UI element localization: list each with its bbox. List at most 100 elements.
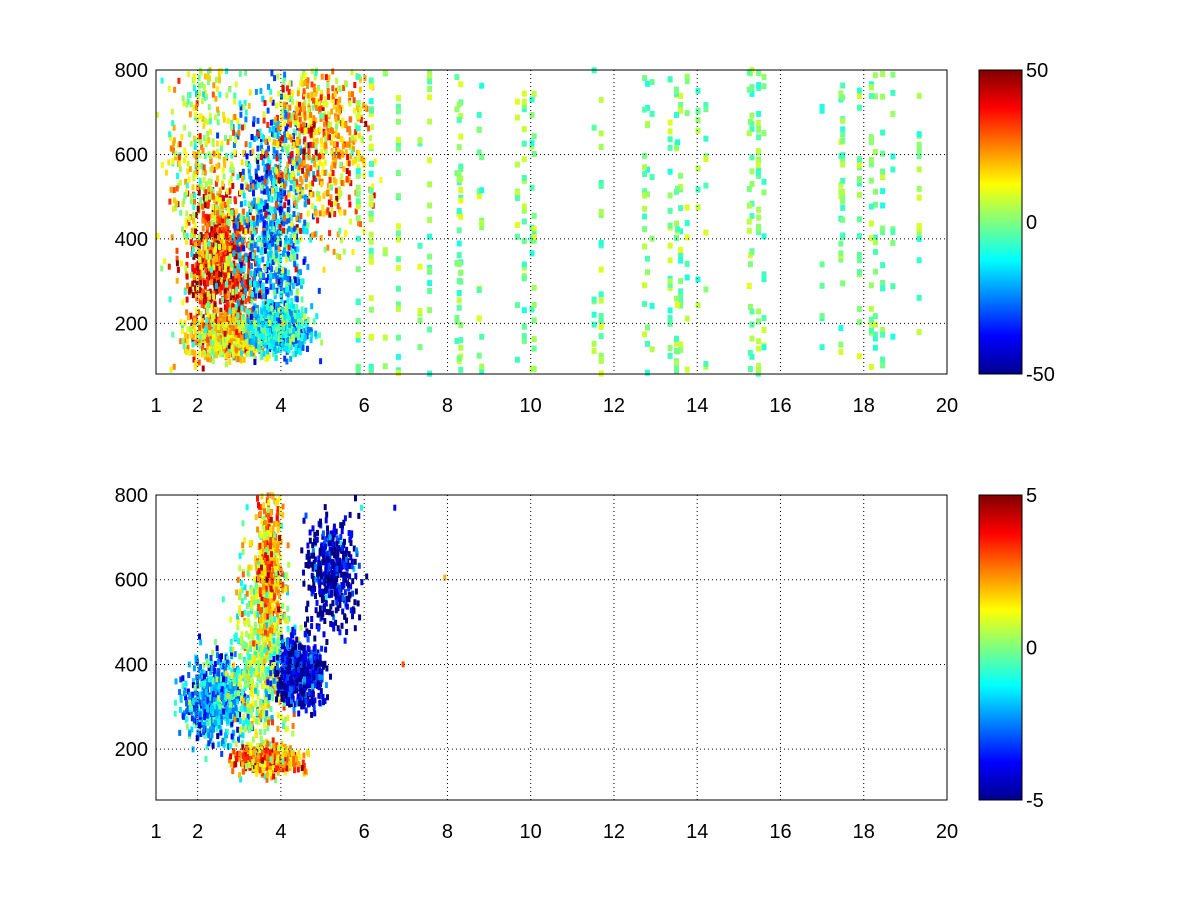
heatmap-cell (185, 723, 189, 730)
heatmap-cell (476, 287, 482, 294)
heatmap-cell (880, 173, 886, 180)
heatmap-cell (312, 138, 316, 145)
heatmap-cell (293, 316, 297, 323)
heatmap-cell (264, 173, 268, 180)
heatmap-cell (232, 142, 236, 148)
heatmap-cell (359, 221, 362, 228)
heatmap-cell (256, 131, 260, 137)
heatmap-cell (296, 187, 300, 193)
heatmap-cell (234, 324, 238, 331)
heatmap-cell (175, 200, 179, 207)
heatmap-cell (219, 248, 223, 255)
heatmap-cell (211, 259, 215, 266)
heatmap-cell (856, 305, 862, 312)
heatmap-cell (427, 326, 433, 333)
heatmap-cell (240, 305, 244, 312)
x-tick-label: 1 (150, 395, 161, 417)
heatmap-cell (318, 174, 321, 181)
heatmap-cell (272, 118, 276, 125)
heatmap-cell (286, 275, 290, 282)
heatmap-cell (176, 173, 180, 179)
heatmap-cell (667, 168, 673, 175)
heatmap-cell (324, 114, 328, 121)
heatmap-cell (330, 165, 333, 172)
heatmap-cell (320, 339, 324, 346)
heatmap-cell (221, 217, 225, 224)
heatmap-cell (684, 110, 690, 117)
heatmap-cell (208, 356, 212, 363)
heatmap-cell (355, 198, 361, 205)
heatmap-cell (761, 327, 767, 333)
heatmap-cell (293, 253, 297, 260)
heatmap-cell (674, 112, 679, 118)
heatmap-cell (521, 126, 527, 133)
heatmap-cell (272, 139, 276, 146)
heatmap-cell (301, 341, 305, 347)
heatmap-cell (233, 149, 237, 156)
heatmap-cell (240, 334, 244, 341)
heatmap-cell (243, 306, 247, 313)
heatmap-cell (196, 205, 200, 212)
heatmap-cell (230, 653, 234, 660)
heatmap-cell (193, 317, 197, 324)
heatmap-cell (208, 232, 212, 239)
heatmap-cell (868, 203, 874, 210)
heatmap-cell (283, 190, 287, 197)
heatmap-cell (283, 215, 286, 222)
heatmap-cell (755, 148, 761, 155)
heatmap-cell (301, 81, 305, 88)
heatmap-cell (280, 313, 283, 320)
heatmap-cell (417, 140, 423, 147)
heatmap-cell (203, 257, 207, 264)
heatmap-cell (678, 257, 684, 264)
heatmap-cell (261, 286, 265, 293)
heatmap-cell (234, 198, 237, 205)
heatmap-cell (334, 98, 338, 105)
heatmap-cell (260, 293, 264, 300)
heatmap-cell (359, 117, 363, 123)
heatmap-cell (222, 116, 226, 123)
heatmap-cell (218, 244, 221, 250)
heatmap-cell (198, 256, 201, 263)
heatmap-cell (217, 162, 221, 169)
x-tick-label: 4 (275, 395, 286, 417)
heatmap-cell (280, 297, 284, 304)
heatmap-cell (287, 251, 291, 258)
heatmap-cell (315, 190, 319, 197)
heatmap-cell (678, 102, 684, 108)
heatmap-cell (289, 310, 293, 317)
heatmap-cell (195, 100, 199, 107)
heatmap-cell (253, 242, 257, 249)
heatmap-cell (240, 183, 244, 190)
heatmap-cell (191, 678, 195, 685)
heatmap-cell (266, 348, 269, 355)
heatmap-cell (303, 172, 307, 178)
heatmap-cell (220, 284, 224, 291)
heatmap-cell (369, 334, 374, 340)
heatmap-cell (208, 317, 211, 324)
heatmap-cell (746, 86, 752, 93)
heatmap-cell (263, 266, 267, 272)
heatmap-cell (324, 74, 328, 81)
heatmap-cell (303, 327, 307, 334)
heatmap-cell (248, 89, 252, 96)
heatmap-cell (175, 255, 179, 262)
heatmap-cell (225, 306, 229, 313)
heatmap-cell (312, 115, 316, 122)
heatmap-cell (311, 104, 315, 111)
heatmap-cell (314, 175, 318, 182)
heatmap-cell (285, 290, 289, 297)
heatmap-cell (228, 235, 232, 241)
heatmap-cell (343, 209, 347, 216)
heatmap-cell (239, 240, 242, 247)
heatmap-cell (314, 149, 318, 156)
heatmap-cell (458, 163, 464, 170)
heatmap-cell (330, 128, 334, 134)
heatmap-cell (287, 191, 291, 198)
heatmap-cell (856, 162, 862, 169)
heatmap-cell (224, 266, 227, 273)
heatmap-cell (244, 332, 248, 339)
heatmap-cell (244, 252, 248, 259)
heatmap-cell (258, 333, 262, 340)
heatmap-cell (270, 70, 274, 77)
